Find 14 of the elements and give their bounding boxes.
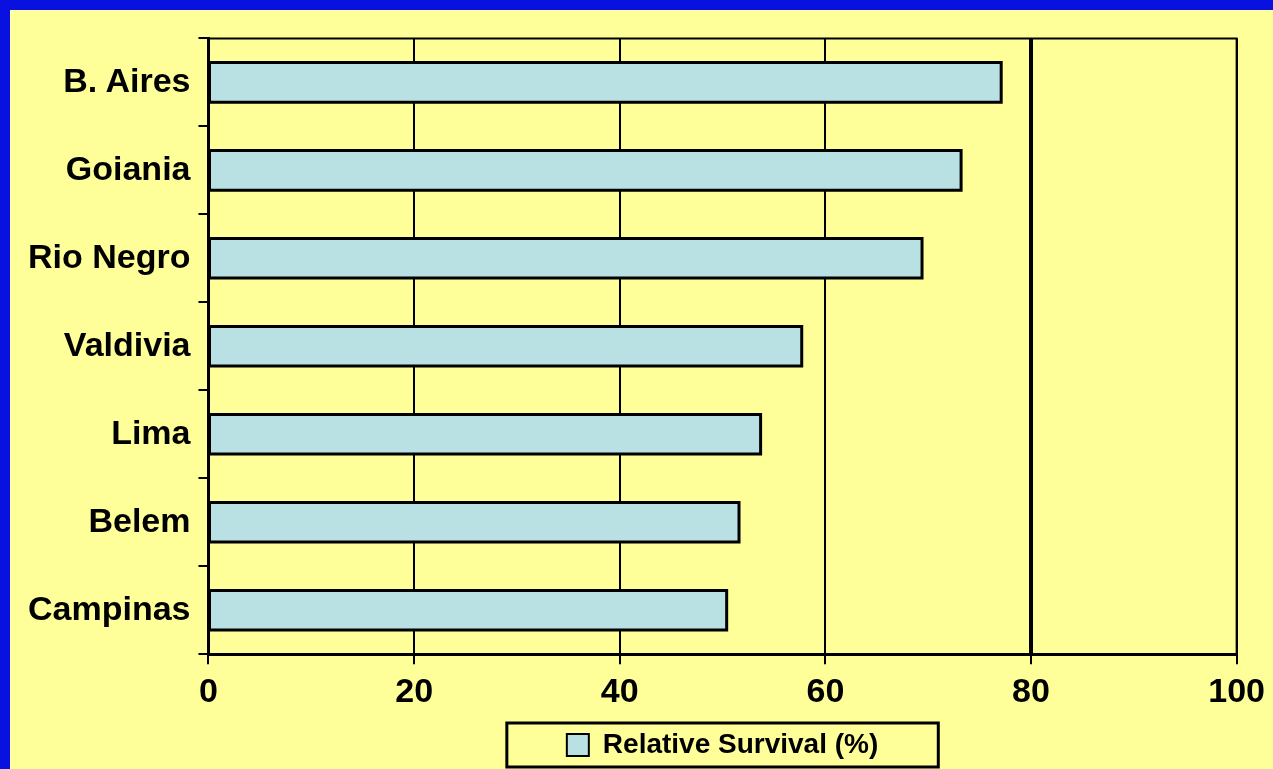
x-tick-label: 0 — [199, 670, 218, 709]
x-tick-label: 40 — [600, 670, 639, 709]
x-tick-label: 60 — [806, 670, 845, 709]
y-tick-label: Goiania — [65, 148, 192, 187]
y-tick-label: Lima — [111, 412, 192, 451]
y-tick-label: Rio Negro — [28, 236, 191, 275]
legend-label: Relative Survival (%) — [602, 727, 879, 759]
x-tick-label: 20 — [395, 670, 434, 709]
y-tick-label: Valdivia — [63, 324, 192, 363]
y-tick-label: Belem — [88, 500, 191, 539]
x-tick-label: 80 — [1012, 670, 1050, 709]
y-tick-label: B. Aires — [63, 60, 191, 99]
x-tick-label: 100 — [1208, 670, 1265, 709]
y-tick-label: Campinas — [28, 588, 191, 627]
